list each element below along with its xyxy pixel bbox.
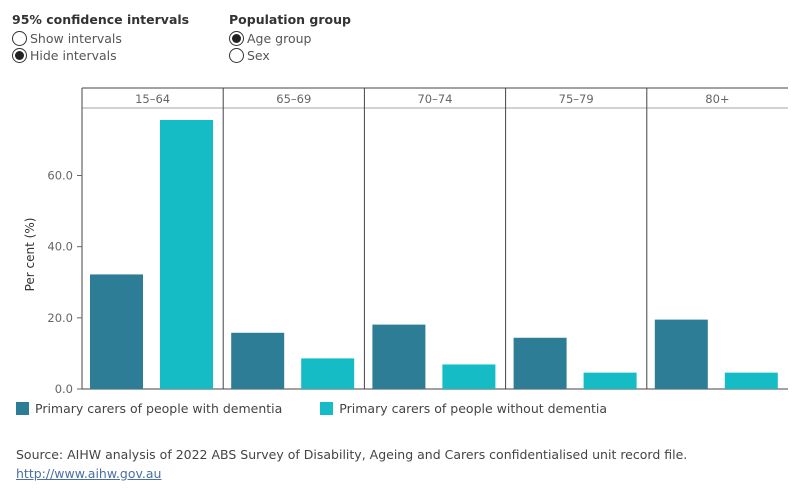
hide-intervals-label: Hide intervals — [30, 48, 117, 63]
source-link[interactable]: http://www.aihw.gov.au — [16, 466, 162, 481]
legend-label-with-dementia: Primary carers of people with dementia — [35, 401, 283, 416]
age-group-label: Age group — [247, 31, 312, 46]
show-intervals-option[interactable]: Show intervals — [12, 30, 189, 47]
bar-without-dementia[interactable] — [583, 372, 637, 389]
source-note: Source: AIHW analysis of 2022 ABS Survey… — [16, 445, 687, 483]
show-intervals-radio[interactable] — [12, 31, 27, 46]
population-group-control: Population group Age group Sex — [229, 12, 351, 64]
y-tick-label: 20.0 — [47, 311, 73, 325]
sex-radio[interactable] — [229, 48, 244, 63]
age-group-option[interactable]: Age group — [229, 30, 351, 47]
bar-chart: 15–64 65–69 70–74 75–79 80+ 0.0 20.0 40.0 60.0 Pe… — [23, 87, 788, 396]
y-tick-label: 60.0 — [47, 169, 73, 183]
hide-intervals-option[interactable]: Hide intervals — [12, 47, 189, 64]
y-tick-label: 0.0 — [55, 382, 73, 396]
bar-without-dementia[interactable] — [442, 364, 496, 389]
population-group-title: Population group — [229, 12, 351, 27]
legend-swatch-with-dementia — [16, 402, 29, 415]
bar-without-dementia[interactable] — [160, 120, 213, 389]
bar-without-dementia[interactable] — [301, 358, 355, 389]
sex-option[interactable]: Sex — [229, 47, 351, 64]
source-text: Source: AIHW analysis of 2022 ABS Survey… — [16, 447, 688, 462]
bar-with-dementia[interactable] — [513, 337, 567, 389]
show-intervals-label: Show intervals — [30, 31, 122, 46]
y-tick-label: 40.0 — [47, 240, 73, 254]
legend-item-without-dementia[interactable]: Primary carers of people without dementi… — [320, 401, 607, 416]
confidence-intervals-title: 95% confidence intervals — [12, 12, 190, 27]
legend-label-without-dementia: Primary carers of people without dementi… — [339, 401, 608, 416]
bar-with-dementia[interactable] — [372, 324, 426, 389]
bar-with-dementia[interactable] — [231, 332, 285, 389]
y-axis-title: Per cent (%) — [23, 218, 37, 292]
chart-legend: Primary carers of people with dementia P… — [16, 401, 645, 416]
panel-label: 75–79 — [559, 92, 594, 106]
bar-without-dementia[interactable] — [724, 372, 778, 389]
panel-label: 65–69 — [276, 92, 311, 106]
confidence-intervals-control: 95% confidence intervals Show intervals … — [12, 12, 189, 64]
age-group-radio[interactable] — [229, 31, 244, 46]
panel-label: 15–64 — [135, 92, 170, 106]
panel-label: 80+ — [705, 92, 729, 106]
legend-swatch-without-dementia — [320, 402, 334, 415]
bar-with-dementia[interactable] — [654, 319, 708, 389]
legend-item-with-dementia[interactable]: Primary carers of people with dementia — [16, 401, 282, 416]
bar-with-dementia[interactable] — [90, 274, 143, 389]
hide-intervals-radio[interactable] — [12, 48, 27, 63]
panel-label: 70–74 — [417, 92, 452, 106]
sex-label: Sex — [247, 48, 270, 63]
